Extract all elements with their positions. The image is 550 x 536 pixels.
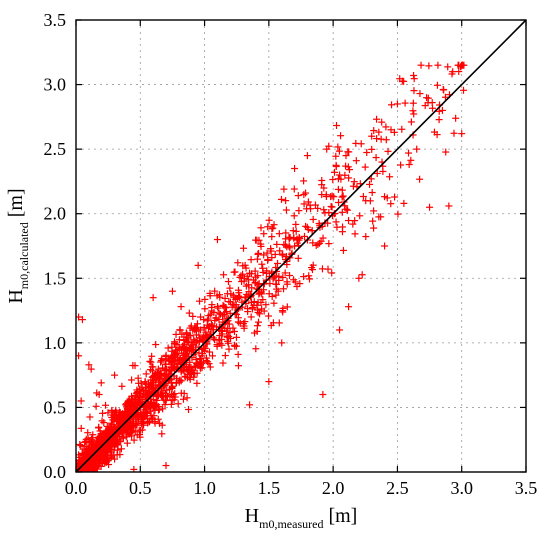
y-tick-label: 0.5 [44,397,67,417]
y-tick-label: 0.0 [44,462,67,482]
y-tick-label: 1.0 [44,333,67,353]
y-tick-label: 3.5 [44,10,67,30]
x-tick-label: 2.5 [386,478,409,498]
y-tick-label: 2.5 [44,139,67,159]
y-tick-label: 1.5 [44,268,67,288]
y-tick-label: 2.0 [44,204,67,224]
chart-svg: 0.0 0.5 1.0 1.5 2.0 2.5 3.0 3.5 0.0 0.5 1.0 1.5 2.0 2… [0,0,550,536]
x-tick-label: 1.5 [258,478,281,498]
x-tick-label: 1.0 [193,478,216,498]
x-tick-label: 0.0 [65,478,88,498]
x-tick-label: 0.5 [129,478,152,498]
x-tick-label: 2.0 [322,478,345,498]
x-tick-label: 3.5 [515,478,538,498]
scatter-chart: 0.0 0.5 1.0 1.5 2.0 2.5 3.0 3.5 0.0 0.5 1.0 1.5 2.0 2… [0,0,550,536]
y-tick-label: 3.0 [44,75,67,95]
x-tick-label: 3.0 [450,478,473,498]
